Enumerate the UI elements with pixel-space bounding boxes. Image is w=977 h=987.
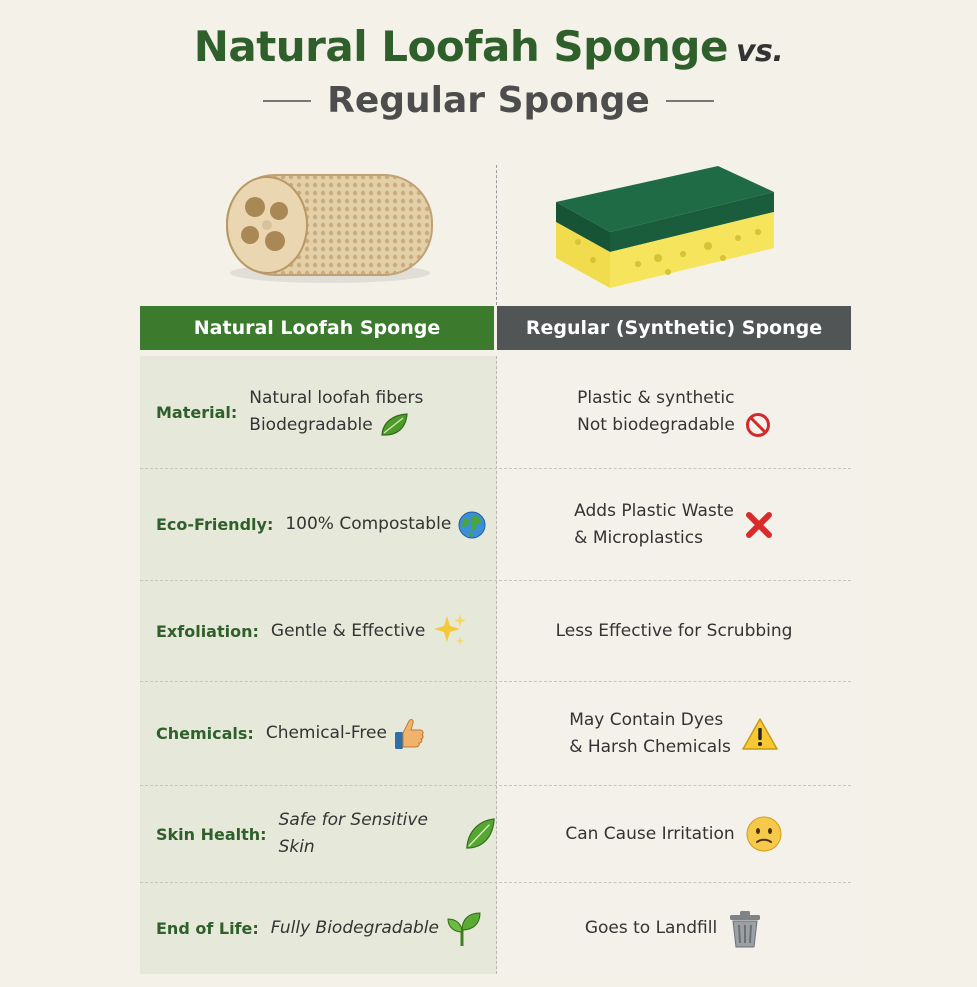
row-label: Eco-Friendly: xyxy=(156,515,274,534)
worried-face-icon xyxy=(746,816,782,852)
prohibited-icon xyxy=(745,413,770,437)
warning-icon xyxy=(742,717,778,750)
image-divider xyxy=(496,165,497,305)
row-label: Material: xyxy=(156,402,238,422)
page-title: Natural Loofah Sponge vs. xyxy=(0,22,977,71)
subtitle-rule-left xyxy=(263,99,312,102)
globe-icon xyxy=(458,511,486,538)
cross-mark-icon xyxy=(745,511,772,538)
row-label: Exfoliation: xyxy=(156,621,259,641)
table-row: Eco-Friendly: 100% Compostable Adds Plas… xyxy=(140,469,851,581)
title-main: Natural Loofah Sponge xyxy=(193,22,729,71)
title-vs: vs. xyxy=(735,34,784,69)
leaf-icon xyxy=(466,818,495,849)
seedling-icon xyxy=(447,911,481,946)
synthetic-sponge-image xyxy=(556,166,774,288)
table-row: Material: Natural loofah fibers Biodegra… xyxy=(140,356,851,469)
leaf-icon xyxy=(381,413,408,436)
sparkles-icon xyxy=(434,614,467,645)
thumbs-up-icon xyxy=(394,718,424,749)
table-row: Skin Health: Safe for Sensitive Skin Can… xyxy=(140,786,851,883)
table-row: Exfoliation: Gentle & Effective Less Eff… xyxy=(140,581,851,682)
table-row: End of Life: Fully Biodegradable Goes to… xyxy=(140,883,851,974)
comparison-table: Material: Natural loofah fibers Biodegra… xyxy=(140,356,851,974)
column-header-synthetic: Regular (Synthetic) Sponge xyxy=(497,306,851,350)
column-header-loofah: Natural Loofah Sponge xyxy=(140,306,494,350)
row-label: Skin Health: xyxy=(156,824,267,844)
loofah-sponge-image xyxy=(226,174,433,283)
subtitle-rule-right xyxy=(665,99,714,102)
trash-can-icon xyxy=(730,910,761,947)
row-label: Chemicals: xyxy=(156,724,254,743)
column-divider xyxy=(496,356,497,974)
page-subtitle: Regular Sponge xyxy=(0,80,977,121)
subtitle-text: Regular Sponge xyxy=(327,80,650,121)
row-label: End of Life: xyxy=(156,919,259,938)
table-row: Chemicals: Chemical-Free May Contain Dye… xyxy=(140,682,851,786)
